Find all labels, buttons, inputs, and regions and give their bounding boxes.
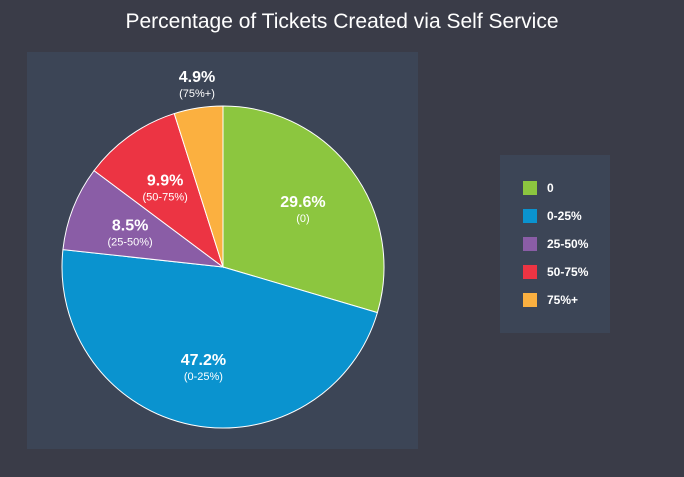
pie-slice-0[interactable]	[222, 105, 385, 314]
pie-percent-label: 8.5%	[112, 217, 148, 234]
legend: 0 0-25% 25-50% 50-75% 75%+	[500, 155, 610, 333]
legend-item-0[interactable]: 0	[523, 180, 554, 196]
pie-percent-label: 29.6%	[280, 194, 325, 211]
legend-item-0-25[interactable]: 0-25%	[523, 208, 582, 224]
legend-swatch	[523, 209, 537, 223]
legend-swatch	[523, 237, 537, 251]
pie-chart: 29.6% (0) 47.2% (0-25%) 8.5% (25-50%) 9.9% (50-…	[61, 69, 385, 429]
legend-item-50-75[interactable]: 50-75%	[523, 264, 588, 280]
pie-category-label: (50-75%)	[143, 192, 188, 204]
legend-swatch	[523, 265, 537, 279]
legend-item-25-50[interactable]: 25-50%	[523, 236, 588, 252]
legend-label: 75%+	[547, 293, 579, 307]
pie-percent-label: 9.9%	[147, 173, 183, 190]
pie-percent-label: 4.9%	[179, 69, 215, 86]
pie-slice-25-50[interactable]	[62, 169, 225, 268]
legend-label: 0-25%	[547, 209, 582, 223]
pie-slice-75-plus[interactable]	[173, 105, 224, 268]
pie-category-label: (75%+)	[179, 88, 215, 100]
legend-label: 50-75%	[547, 265, 589, 279]
pie-category-label: (0-25%)	[184, 371, 223, 383]
pie-slice-50-75[interactable]	[93, 112, 224, 269]
pie-percent-label: 47.2%	[181, 352, 226, 369]
pie-category-label: (25-50%)	[107, 236, 152, 248]
legend-item-75-plus[interactable]: 75%+	[523, 292, 578, 308]
pie-slice-0-25[interactable]	[61, 249, 379, 429]
pie-category-label: (0)	[296, 213, 309, 225]
chart-title: Percentage of Tickets Created via Self S…	[125, 10, 559, 33]
legend-swatch	[523, 181, 537, 195]
pie-panel: 29.6% (0) 47.2% (0-25%) 8.5% (25-50%) 9.9% (50-…	[27, 52, 418, 449]
legend-label: 25-50%	[547, 237, 589, 251]
legend-swatch	[523, 293, 537, 307]
legend-label: 0	[547, 181, 554, 195]
